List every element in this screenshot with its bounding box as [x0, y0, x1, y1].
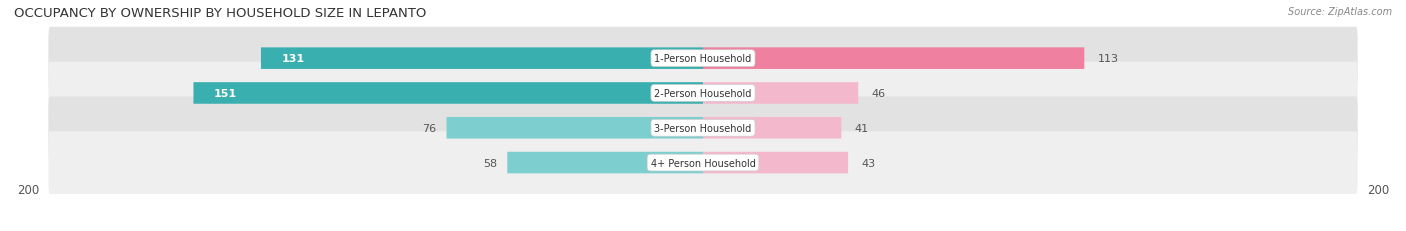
- Text: 76: 76: [422, 123, 436, 133]
- Text: 41: 41: [855, 123, 869, 133]
- Text: Source: ZipAtlas.com: Source: ZipAtlas.com: [1288, 7, 1392, 17]
- Text: 46: 46: [872, 88, 886, 99]
- Text: 58: 58: [484, 158, 498, 168]
- Text: OCCUPANCY BY OWNERSHIP BY HOUSEHOLD SIZE IN LEPANTO: OCCUPANCY BY OWNERSHIP BY HOUSEHOLD SIZE…: [14, 7, 426, 20]
- FancyBboxPatch shape: [703, 152, 848, 174]
- Text: 1-Person Household: 1-Person Household: [654, 54, 752, 64]
- FancyBboxPatch shape: [48, 28, 1358, 90]
- FancyBboxPatch shape: [508, 152, 703, 174]
- Text: 113: 113: [1098, 54, 1119, 64]
- Text: 3-Person Household: 3-Person Household: [654, 123, 752, 133]
- FancyBboxPatch shape: [447, 118, 703, 139]
- Text: 4+ Person Household: 4+ Person Household: [651, 158, 755, 168]
- FancyBboxPatch shape: [703, 118, 841, 139]
- Text: 43: 43: [862, 158, 876, 168]
- FancyBboxPatch shape: [48, 62, 1358, 125]
- FancyBboxPatch shape: [194, 83, 703, 104]
- Text: 131: 131: [281, 54, 304, 64]
- FancyBboxPatch shape: [703, 48, 1084, 70]
- FancyBboxPatch shape: [703, 83, 858, 104]
- Text: 151: 151: [214, 88, 236, 99]
- FancyBboxPatch shape: [48, 132, 1358, 194]
- FancyBboxPatch shape: [48, 97, 1358, 159]
- FancyBboxPatch shape: [262, 48, 703, 70]
- Text: 2-Person Household: 2-Person Household: [654, 88, 752, 99]
